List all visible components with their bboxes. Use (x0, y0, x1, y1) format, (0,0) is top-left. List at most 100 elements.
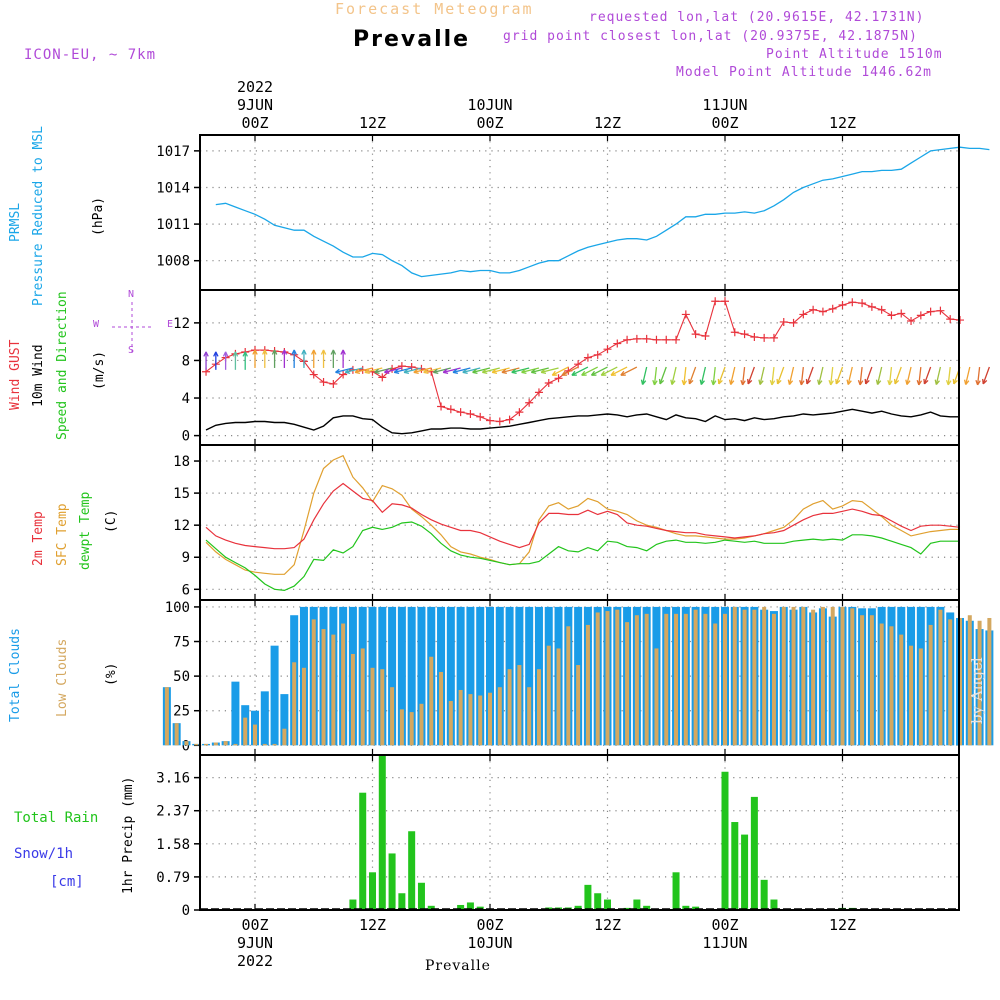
wind-direction-arrow (354, 367, 373, 374)
gust-marker (916, 311, 925, 320)
gust-marker (681, 310, 690, 319)
wind-arrow-head (828, 379, 834, 386)
wind-arrow-head (963, 379, 970, 385)
wind-arrow-head (271, 349, 278, 355)
low-clouds-bar (683, 613, 688, 746)
wind-arrow-head (530, 368, 537, 375)
wind-arrow-head (652, 379, 658, 386)
point-altitude: Point Altitude 1510m (766, 47, 943, 62)
wind-arrow-head (769, 379, 776, 386)
gust-marker (495, 417, 504, 426)
low-clouds-bar (576, 665, 581, 746)
wind-speed-direction-label: Speed and Direction (55, 291, 70, 440)
location-title: Prevalle (353, 27, 471, 52)
low-clouds-bar (174, 723, 179, 746)
y-tick-label: 1.58 (156, 837, 190, 853)
wind-direction-arrow (511, 367, 530, 374)
temp-unit: (C) (104, 509, 119, 533)
low-clouds-bar (370, 667, 375, 746)
gust-marker (407, 363, 416, 372)
gust-marker (437, 402, 446, 411)
watermark: by Angel (968, 657, 986, 724)
pressure-label-prmsl: PRMSL (8, 202, 23, 242)
gust-marker (446, 405, 455, 414)
y-tick-label: 12 (173, 518, 190, 534)
wind-direction-arrow (730, 366, 736, 385)
total-clouds-label: Total Clouds (8, 628, 23, 722)
wind-direction-arrow (581, 366, 599, 376)
wind-arrow-head (384, 368, 390, 375)
low-clouds-bar (781, 606, 786, 746)
wind-arrow-head (335, 368, 341, 375)
wind-direction-arrow (659, 366, 667, 385)
gust-marker (319, 378, 328, 387)
top-time-label: 11JUN (702, 96, 747, 114)
wind-arrow-head (340, 349, 346, 355)
gust-marker (466, 410, 475, 418)
rain-bar (359, 792, 367, 910)
low-clouds-bar (840, 606, 845, 746)
total-clouds-bar (388, 606, 397, 746)
wind-arrow-head (344, 368, 351, 375)
gust-marker (652, 335, 661, 344)
wind-arrow-head (232, 351, 239, 357)
wind-direction-arrow (888, 366, 893, 385)
rain-bar (369, 872, 376, 910)
low-clouds-bar (811, 609, 816, 746)
compass-south: S (128, 345, 135, 356)
wind-direction-arrow (712, 366, 716, 385)
gust-marker (789, 318, 798, 327)
wind-direction-arrow (521, 367, 540, 374)
gust-marker (701, 332, 710, 341)
total-clouds-bar (417, 606, 426, 746)
gust-marker (309, 370, 318, 379)
dewpt-temp-line (205, 521, 960, 592)
total-clouds-bar (260, 691, 269, 746)
low-clouds-bar (742, 609, 747, 746)
wind-direction-arrow (747, 366, 755, 385)
gust-marker (936, 306, 945, 315)
model-label: ICON-EU, ~ 7km (24, 47, 157, 63)
y-tick-label: 50 (173, 669, 190, 685)
wind-direction-arrow (982, 366, 990, 385)
wind-arrow-head (887, 379, 893, 386)
low-clouds-bar (938, 609, 943, 746)
low-clouds-bar (429, 656, 434, 746)
wind-arrow-head (242, 351, 248, 357)
gust-marker (926, 307, 935, 316)
wind-arrow-head (982, 378, 988, 385)
wind-direction-arrow (788, 366, 795, 385)
low-clouds-bar (409, 712, 414, 746)
low-clouds-bar (164, 687, 169, 746)
total-clouds-bar (476, 606, 485, 746)
wind-10m-label: 10m Wind (31, 344, 46, 407)
wind-direction-arrow (472, 367, 491, 374)
total-clouds-bar (466, 606, 475, 746)
low-clouds-bar (380, 669, 385, 746)
pressure-line (215, 146, 990, 278)
wind-direction-arrow (818, 366, 824, 385)
gust-marker (603, 345, 612, 354)
precip-unit: 1hr Precip (mm) (121, 776, 136, 894)
wind-arrow-head (521, 368, 527, 375)
wind-direction-arrow (620, 366, 638, 376)
gust-marker (554, 374, 563, 383)
wind-direction-arrow (771, 366, 775, 385)
low-clouds-bar (771, 613, 776, 746)
wind-direction-arrow (847, 366, 853, 385)
wind-arrow-head (462, 368, 468, 375)
gust-marker (858, 299, 867, 308)
clouds-unit: (%) (104, 662, 119, 686)
low-clouds-bar (350, 653, 355, 746)
gust-marker (809, 305, 818, 314)
low-clouds-bar (791, 606, 796, 746)
bottom-time-label: 12Z (594, 916, 621, 934)
wind-arrow-head (681, 379, 688, 386)
wind-direction-arrow (800, 366, 804, 385)
wind-arrow-head (945, 379, 952, 386)
low-clouds-bar (732, 606, 737, 746)
gust-marker (525, 398, 534, 407)
wind-direction-arrow (683, 366, 687, 385)
pressure-label-desc: Pressure Reduced to MSL (31, 125, 46, 306)
